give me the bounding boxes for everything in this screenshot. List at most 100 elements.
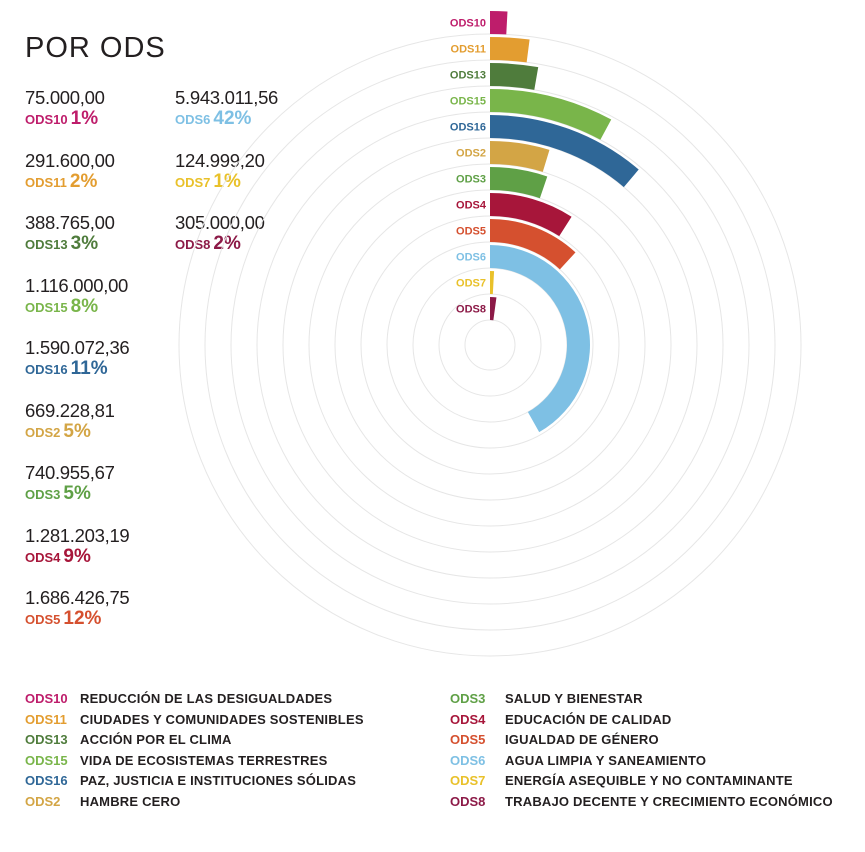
legend-item: ODS15 VIDA DE ECOSISTEMAS TERRESTRES (25, 751, 328, 771)
stat-item: 5.943.011,56 ODS6 42% (175, 88, 325, 131)
legend-label: ACCIÓN POR EL CLIMA (80, 732, 232, 747)
legend-code: ODS11 (25, 711, 67, 727)
stat-amount: 5.943.011,56 (175, 87, 279, 108)
legend-item: ODS11 CIUDADES Y COMUNIDADES SOSTENIBLES (25, 710, 364, 730)
stat-code: ODS10 (25, 112, 68, 127)
stat-amount: 75.000,00 (25, 87, 105, 108)
stat-amount: 305.000,00 (175, 212, 265, 233)
legend-label: SALUD Y BIENESTAR (505, 691, 643, 706)
legend-item: ODS4 EDUCACIÓN DE CALIDAD (450, 710, 672, 730)
page-title: POR ODS (25, 32, 166, 64)
arc-ods10 (490, 11, 508, 35)
stat-code: ODS13 (25, 237, 68, 252)
legend-label: ENERGÍA ASEQUIBLE Y NO CONTAMINANTE (505, 773, 793, 788)
legend-item: ODS8 TRABAJO DECENTE Y CRECIMIENTO ECONÓM… (450, 792, 833, 812)
stat-item: 669.228,81 ODS2 5% (25, 399, 175, 444)
legend-item: ODS3 SALUD Y BIENESTAR (450, 689, 643, 709)
legend-label: IGUALDAD DE GÉNERO (505, 732, 659, 747)
legend-label: EDUCACIÓN DE CALIDAD (505, 711, 672, 727)
legend-item: ODS5 IGUALDAD DE GÉNERO (450, 730, 659, 750)
stat-percentage: 5% (63, 420, 91, 442)
stat-code: ODS4 (25, 549, 61, 565)
stat-amount: 1.116.000,00 (25, 274, 129, 296)
legend-code: ODS6 (450, 752, 486, 768)
stat-code: ODS16 (25, 362, 68, 377)
legend-code: ODS3 (450, 691, 486, 706)
stat-amount: 124.999,20 (175, 149, 265, 171)
arc-ods3 (490, 167, 548, 199)
legend-item: ODS6 AGUA LIMPIA Y SANEAMIENTO (450, 751, 706, 771)
stat-item: 740.955,67 ODS3 5% (25, 463, 175, 506)
arc-label-ods10: ODS10 (450, 18, 486, 30)
chart-labels: ODS10 ODS11 ODS13 ODS15 ODS16 ODS2 ODS3 ODS4 ODS… (450, 18, 487, 316)
legend-item: ODS2 HAMBRE CERO (25, 792, 180, 812)
legend-label: VIDA DE ECOSISTEMAS TERRESTRES (80, 752, 328, 768)
arc-label-ods8: ODS8 (456, 304, 486, 316)
grid-ring (464, 319, 516, 371)
stat-amount: 740.955,67 (25, 462, 115, 483)
arc-label-ods2: ODS2 (456, 148, 486, 160)
arc-label-ods7: ODS7 (456, 278, 486, 290)
legend-label: CIUDADES Y COMUNIDADES SOSTENIBLES (80, 711, 364, 727)
legend-item: ODS10 REDUCCIÓN DE LAS DESIGUALDADES (25, 689, 332, 709)
stat-code: ODS15 (25, 299, 68, 315)
chart-arcs (490, 11, 639, 433)
legend-code: ODS4 (450, 711, 486, 727)
legend-code: ODS7 (450, 773, 486, 788)
stat-percentage: 3% (70, 233, 99, 254)
arc-label-ods16: ODS16 (450, 122, 486, 134)
stat-code: ODS3 (25, 487, 61, 502)
stat-item: 291.600,00 ODS11 2% (25, 149, 175, 194)
arc-ods11 (490, 37, 530, 63)
stat-code: ODS6 (175, 112, 211, 127)
legend-item: ODS7 ENERGÍA ASEQUIBLE Y NO CONTAMINANTE (450, 771, 793, 791)
stat-code: ODS5 (25, 612, 61, 627)
stat-item: 1.116.000,00 ODS15 8% (25, 274, 175, 319)
legend-label: REDUCCIÓN DE LAS DESIGUALDADES (80, 691, 333, 706)
legend-code: ODS2 (25, 793, 61, 809)
arc-label-ods4: ODS4 (456, 200, 487, 212)
stat-code: ODS8 (175, 237, 211, 252)
stat-percentage: 5% (63, 483, 91, 504)
grid-ring (308, 163, 672, 527)
legend-item: ODS13 ACCIÓN POR EL CLIMA (25, 730, 232, 750)
stat-percentage: 9% (63, 545, 91, 567)
arc-label-ods5: ODS5 (456, 226, 486, 238)
legend-code: ODS8 (450, 793, 486, 809)
legend-code: ODS16 (25, 773, 68, 788)
arc-label-ods3: ODS3 (456, 174, 486, 186)
stat-amount: 291.600,00 (25, 149, 115, 171)
arc-ods5 (490, 219, 576, 270)
stat-amount: 669.228,81 (25, 399, 115, 421)
stat-item: 305.000,00 ODS8 2% (175, 213, 325, 256)
arc-ods7 (490, 271, 495, 295)
stat-percentage: 1% (213, 170, 241, 192)
legend-label: PAZ, JUSTICIA E INSTITUCIONES SÓLIDAS (80, 773, 357, 788)
stat-percentage: 1% (70, 108, 99, 129)
arc-ods2 (490, 141, 550, 172)
stat-percentage: 12% (63, 608, 102, 629)
stat-item: 1.590.072,36 ODS16 11% (25, 338, 175, 381)
arc-label-ods15: ODS15 (450, 96, 486, 108)
legend-code: ODS5 (450, 732, 486, 747)
legend-item: ODS16 PAZ, JUSTICIA E INSTITUCIONES SÓLID… (25, 771, 356, 791)
stat-code: ODS7 (175, 174, 211, 190)
stat-item: 124.999,20 ODS7 1% (175, 149, 325, 194)
stat-amount: 1.686.426,75 (25, 587, 130, 608)
stat-percentage: 42% (213, 108, 252, 129)
arc-ods15 (490, 89, 612, 140)
legend-label: TRABAJO DECENTE Y CRECIMIENTO ECONÓMICO (505, 793, 833, 809)
legend-code: ODS13 (25, 732, 68, 747)
arc-ods6 (490, 245, 590, 433)
stat-item: 1.281.203,19 ODS4 9% (25, 525, 175, 569)
legend-code: ODS10 (25, 691, 68, 706)
stat-item: 75.000,00 ODS10 1% (25, 88, 175, 131)
arc-ods13 (490, 63, 539, 90)
arc-label-ods11: ODS11 (451, 44, 486, 56)
arc-ods8 (490, 297, 497, 321)
arc-ods4 (490, 193, 572, 237)
legend-label: AGUA LIMPIA Y SANEAMIENTO (505, 752, 707, 768)
stat-item: 388.765,00 ODS13 3% (25, 213, 175, 256)
